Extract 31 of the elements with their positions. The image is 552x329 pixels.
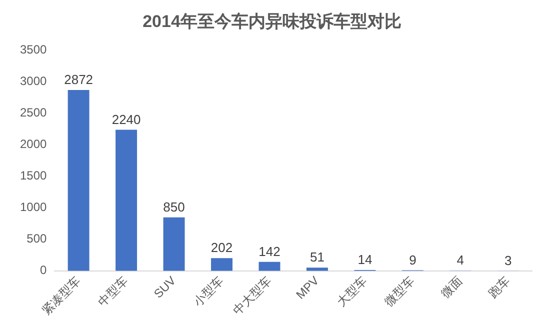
bar (68, 90, 90, 271)
x-tick-label: 小型车 (190, 274, 226, 309)
data-label: 142 (258, 244, 280, 260)
y-tick-label: 2000 (20, 137, 48, 152)
bar (163, 217, 185, 271)
bar (306, 268, 328, 271)
data-label: 14 (358, 252, 372, 268)
data-label: 3 (504, 252, 512, 268)
x-tick-label: 中大型车 (230, 274, 274, 318)
data-label: 51 (310, 250, 324, 265)
x-tick-label: 中型车 (95, 274, 131, 309)
y-tick-label: 3500 (20, 42, 48, 57)
chart-title: 2014年至今车内异味投诉车型对比 (142, 12, 402, 31)
data-label: 4 (456, 252, 464, 268)
x-tick-label: 微面 (438, 274, 465, 300)
data-label: 850 (163, 199, 185, 214)
data-label: 2240 (112, 112, 141, 127)
x-tick-label: 微型车 (382, 274, 418, 309)
bar (258, 262, 280, 271)
x-tick-label: 跑车 (486, 274, 513, 300)
y-tick-label: 1000 (20, 200, 48, 214)
bar (116, 130, 138, 271)
bar (211, 258, 232, 271)
y-tick-label: 500 (26, 232, 48, 246)
y-tick-label: 3000 (20, 74, 48, 88)
data-label: 2872 (64, 72, 94, 88)
y-tick-label: 2500 (20, 106, 48, 120)
data-label: 202 (210, 240, 233, 256)
x-tick-label: 大型车 (334, 274, 370, 309)
y-tick-label: 1500 (20, 168, 48, 183)
data-label: 9 (409, 252, 416, 268)
